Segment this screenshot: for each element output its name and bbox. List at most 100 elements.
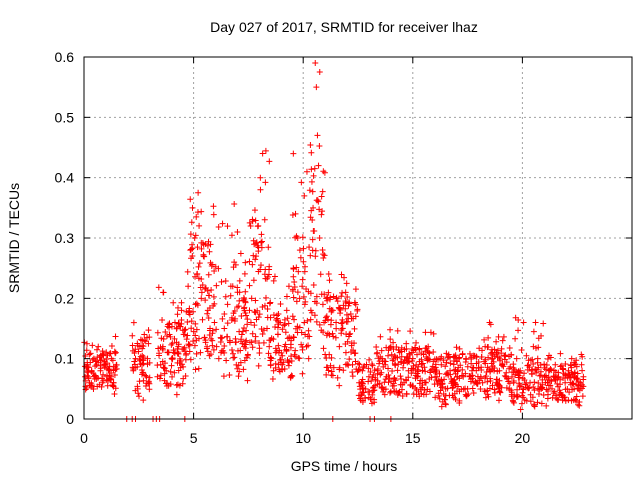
data-point (252, 333, 259, 340)
data-point (427, 369, 434, 376)
data-point (512, 335, 519, 342)
data-point (265, 271, 272, 278)
data-point (96, 354, 103, 361)
data-point (130, 319, 137, 326)
data-point (256, 340, 263, 347)
data-point (243, 312, 250, 319)
data-point (139, 345, 146, 352)
data-point (141, 331, 148, 338)
data-point (231, 307, 238, 314)
data-point (385, 372, 392, 379)
data-point (252, 256, 259, 263)
data-point (82, 352, 89, 359)
data-point (144, 355, 151, 362)
data-point (228, 232, 235, 239)
data-point (373, 344, 380, 351)
data-point (303, 168, 310, 175)
data-point (578, 361, 585, 368)
data-point (158, 335, 165, 342)
data-point (259, 150, 266, 157)
data-point (278, 365, 285, 372)
data-point (292, 347, 299, 354)
data-point (374, 349, 381, 356)
data-point (252, 309, 259, 316)
y-tick-label: 0.3 (55, 230, 75, 246)
data-point (385, 347, 392, 354)
data-point (462, 370, 469, 377)
data-point (112, 333, 119, 340)
data-point (338, 330, 345, 337)
data-point (250, 277, 257, 284)
data-point (325, 367, 332, 374)
data-point (328, 368, 335, 375)
data-point (272, 324, 279, 331)
data-point (289, 313, 296, 320)
data-point (320, 251, 327, 258)
data-point (274, 318, 281, 325)
data-point (237, 250, 244, 257)
data-point (575, 401, 582, 408)
data-point (143, 373, 150, 380)
x-tick-label: 20 (515, 430, 531, 446)
data-point (385, 365, 392, 372)
data-point (534, 399, 541, 406)
data-point (259, 331, 266, 338)
data-point (182, 351, 189, 358)
data-point (419, 360, 426, 367)
data-point (495, 354, 502, 361)
data-point (288, 353, 295, 360)
data-point (510, 361, 517, 368)
data-point (322, 351, 329, 358)
data-point (197, 349, 204, 356)
data-point (390, 339, 397, 346)
data-point (518, 346, 525, 353)
data-point (140, 354, 147, 361)
data-point (250, 237, 257, 244)
data-point (223, 333, 230, 340)
data-point (361, 362, 368, 369)
data-point (349, 361, 356, 368)
data-point (226, 372, 233, 379)
data-point (211, 319, 218, 326)
data-point (493, 338, 500, 345)
data-point (193, 350, 200, 357)
data-point (344, 293, 351, 300)
data-point (450, 377, 457, 384)
data-point (309, 236, 316, 243)
data-point (327, 321, 334, 328)
data-point (87, 350, 94, 357)
data-point (287, 373, 294, 380)
data-point (258, 231, 265, 238)
data-point (188, 246, 195, 253)
data-point (229, 283, 236, 290)
data-point (541, 373, 548, 380)
x-tick-label: 5 (190, 430, 198, 446)
data-point (417, 386, 424, 393)
data-point (246, 258, 253, 265)
data-point (410, 383, 417, 390)
data-point (568, 355, 575, 362)
data-point (270, 336, 277, 343)
data-point (261, 216, 268, 223)
data-point (145, 340, 152, 347)
data-point (129, 342, 136, 349)
data-point (113, 361, 120, 368)
data-point (298, 329, 305, 336)
data-point (316, 235, 323, 241)
data-point (138, 367, 145, 374)
data-point (192, 320, 199, 327)
data-point (456, 345, 463, 352)
data-point (131, 361, 138, 368)
data-point (208, 286, 215, 293)
data-point (574, 370, 581, 377)
data-point (412, 344, 419, 351)
data-point (370, 384, 377, 391)
data-point (173, 391, 180, 398)
data-point (111, 348, 118, 355)
data-point (398, 375, 405, 382)
data-point (251, 322, 258, 329)
data-point (351, 350, 358, 357)
data-point (306, 187, 313, 194)
data-point (538, 400, 545, 407)
data-point (222, 277, 229, 284)
